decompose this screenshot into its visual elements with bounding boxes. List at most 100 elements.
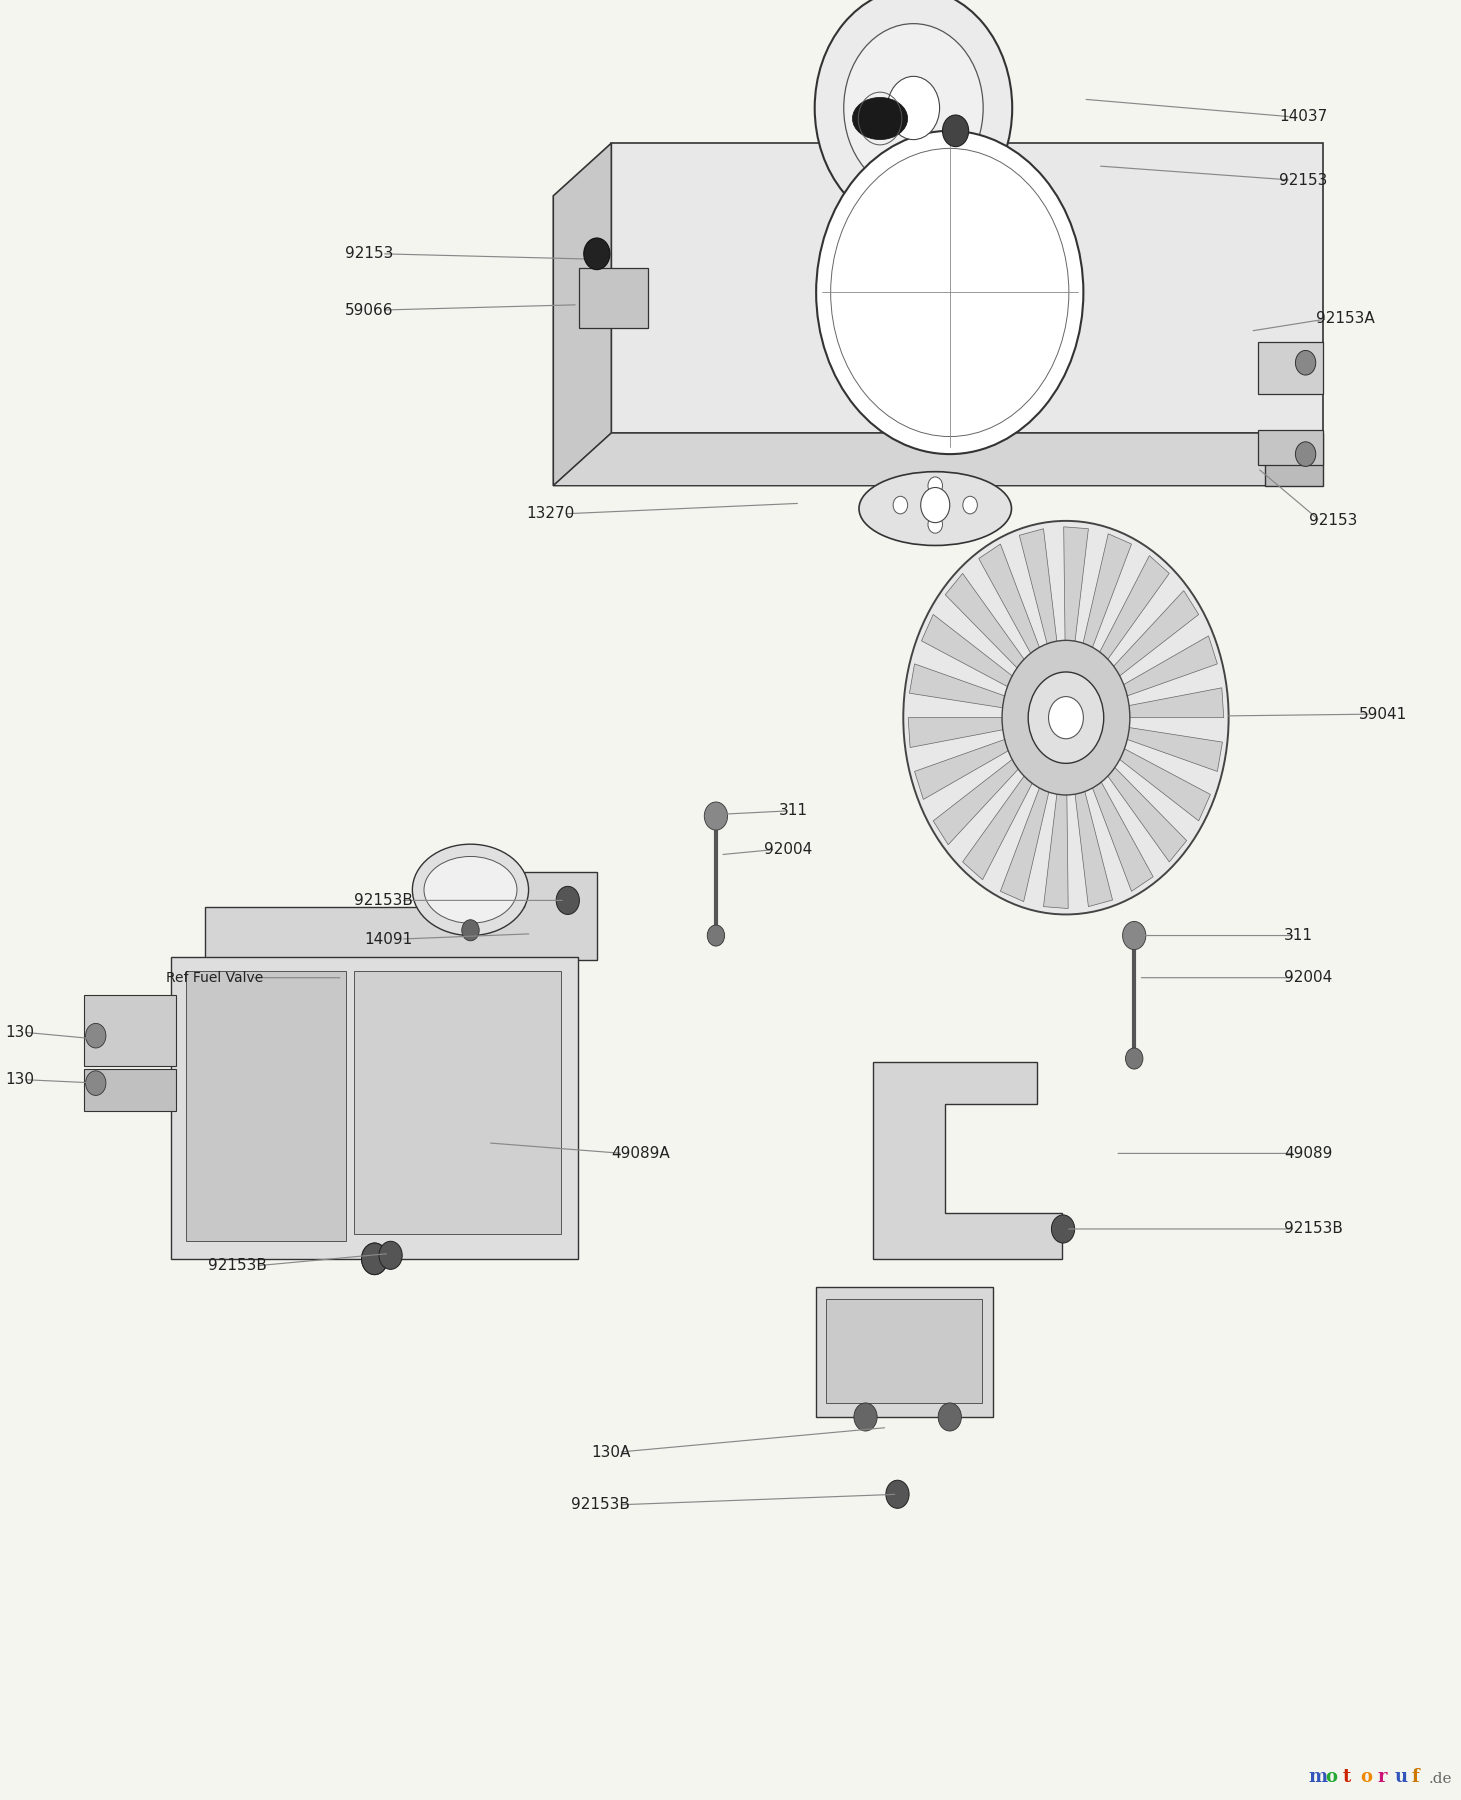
Circle shape <box>86 1024 107 1048</box>
Polygon shape <box>85 995 175 1066</box>
Circle shape <box>707 925 725 947</box>
Polygon shape <box>1124 635 1217 697</box>
Text: 130: 130 <box>6 1024 35 1040</box>
Circle shape <box>893 497 907 513</box>
Text: 59066: 59066 <box>345 302 393 317</box>
Polygon shape <box>1113 590 1198 675</box>
Polygon shape <box>1001 788 1049 902</box>
Polygon shape <box>1265 434 1324 486</box>
Polygon shape <box>934 760 1018 844</box>
Text: o: o <box>1325 1768 1338 1786</box>
Text: r: r <box>1378 1768 1386 1786</box>
Polygon shape <box>1093 783 1153 891</box>
Polygon shape <box>909 718 1002 747</box>
Text: 92153: 92153 <box>1309 513 1357 529</box>
Polygon shape <box>945 574 1024 668</box>
Text: 14091: 14091 <box>364 932 412 947</box>
Text: 92153B: 92153B <box>571 1498 630 1512</box>
Text: 49089: 49089 <box>1284 1147 1332 1161</box>
Circle shape <box>1002 641 1129 796</box>
Circle shape <box>942 115 969 146</box>
Text: 92004: 92004 <box>1284 970 1332 985</box>
Polygon shape <box>354 970 561 1235</box>
Text: 130: 130 <box>6 1073 35 1087</box>
Text: Ref Fuel Valve: Ref Fuel Valve <box>165 970 263 985</box>
Text: .de: .de <box>1429 1771 1452 1786</box>
Polygon shape <box>922 614 1012 686</box>
Circle shape <box>361 1244 387 1274</box>
Circle shape <box>920 488 950 522</box>
Polygon shape <box>1119 749 1210 821</box>
Circle shape <box>86 1071 107 1096</box>
Circle shape <box>584 238 609 270</box>
Circle shape <box>1296 441 1316 466</box>
Ellipse shape <box>424 857 517 923</box>
Polygon shape <box>580 268 647 328</box>
Ellipse shape <box>852 97 907 140</box>
Text: 92153B: 92153B <box>1284 1222 1343 1237</box>
Polygon shape <box>611 144 1324 434</box>
Text: 13270: 13270 <box>527 506 576 522</box>
Text: 49089A: 49089A <box>611 1147 671 1161</box>
Text: 92153: 92153 <box>1280 173 1328 187</box>
Circle shape <box>1052 1215 1075 1244</box>
Polygon shape <box>1129 688 1224 718</box>
Polygon shape <box>915 740 1008 799</box>
Circle shape <box>1049 697 1084 738</box>
Circle shape <box>1122 922 1145 950</box>
Text: 311: 311 <box>779 803 808 819</box>
Polygon shape <box>186 970 346 1242</box>
Circle shape <box>817 131 1084 454</box>
Polygon shape <box>1064 527 1088 641</box>
Circle shape <box>903 520 1229 914</box>
Circle shape <box>885 1480 909 1508</box>
Polygon shape <box>963 776 1031 880</box>
Ellipse shape <box>412 844 529 936</box>
Circle shape <box>557 886 580 914</box>
Circle shape <box>938 1402 961 1431</box>
Polygon shape <box>1128 727 1223 772</box>
Polygon shape <box>909 664 1005 707</box>
Text: o: o <box>1360 1768 1372 1786</box>
Polygon shape <box>817 1287 993 1417</box>
Polygon shape <box>554 144 611 486</box>
Text: 92153B: 92153B <box>354 893 412 907</box>
Ellipse shape <box>859 472 1011 545</box>
Text: u: u <box>1394 1768 1407 1786</box>
Circle shape <box>378 1242 402 1269</box>
Circle shape <box>963 497 977 513</box>
Circle shape <box>1029 671 1103 763</box>
Text: 311: 311 <box>1284 929 1313 943</box>
Polygon shape <box>1258 430 1324 464</box>
Polygon shape <box>554 434 1324 486</box>
Polygon shape <box>1083 535 1131 648</box>
Circle shape <box>844 23 983 193</box>
Circle shape <box>1296 351 1316 374</box>
Polygon shape <box>979 544 1039 653</box>
Polygon shape <box>872 1062 1062 1258</box>
Circle shape <box>462 920 479 941</box>
Polygon shape <box>827 1300 982 1402</box>
Text: t: t <box>1343 1768 1351 1786</box>
Polygon shape <box>205 873 598 959</box>
Circle shape <box>928 477 942 495</box>
Polygon shape <box>1100 556 1169 659</box>
Circle shape <box>815 0 1012 227</box>
Text: m: m <box>1309 1768 1328 1786</box>
Polygon shape <box>1107 767 1186 862</box>
Circle shape <box>928 515 942 533</box>
Polygon shape <box>1258 342 1324 394</box>
Text: 14037: 14037 <box>1280 110 1328 124</box>
Circle shape <box>1125 1048 1143 1069</box>
Text: 92153A: 92153A <box>1316 311 1375 326</box>
Polygon shape <box>1043 794 1068 909</box>
Polygon shape <box>171 956 579 1258</box>
Polygon shape <box>85 1069 175 1111</box>
Circle shape <box>361 1244 387 1274</box>
Text: 92153B: 92153B <box>209 1258 267 1273</box>
Text: f: f <box>1411 1768 1419 1786</box>
Text: 59041: 59041 <box>1359 707 1407 722</box>
Polygon shape <box>1075 792 1113 907</box>
Circle shape <box>887 76 939 140</box>
Polygon shape <box>1020 529 1056 644</box>
